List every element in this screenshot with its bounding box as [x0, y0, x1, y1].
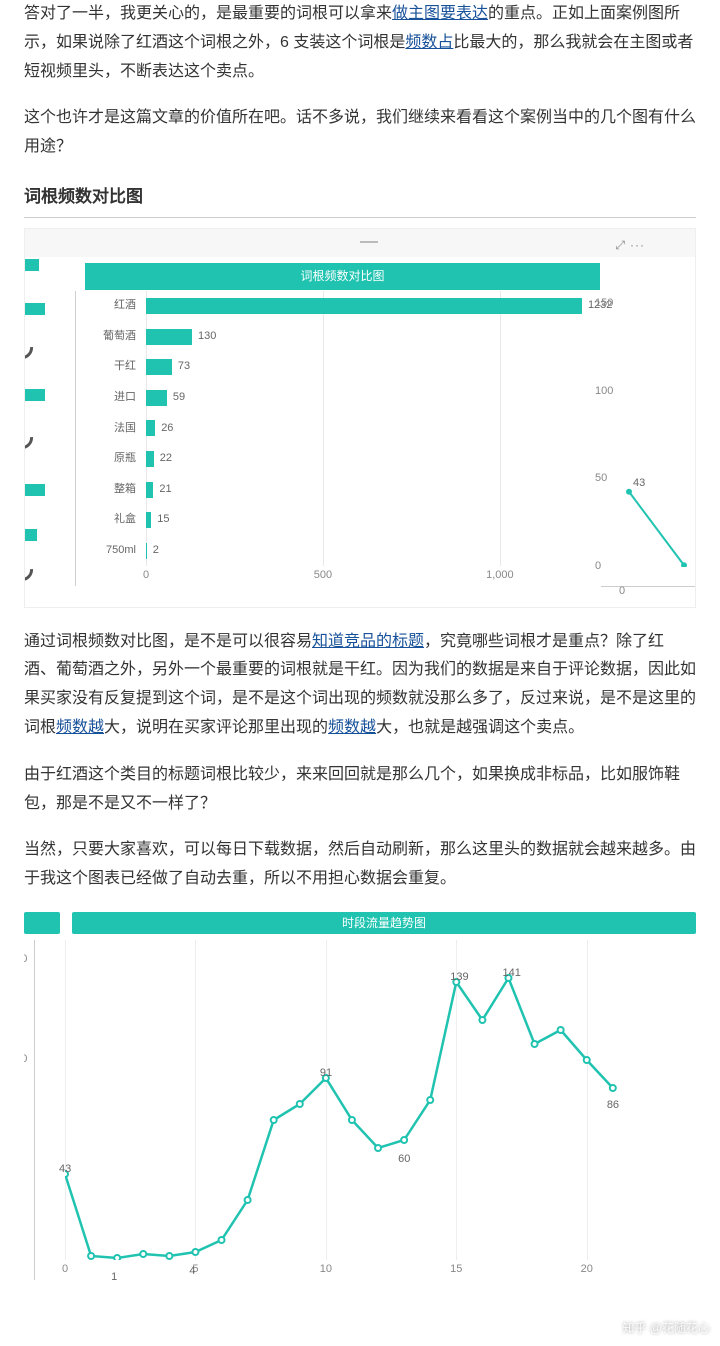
line-chart-area: 050100150051015204314916013914186 [34, 940, 696, 1280]
para-5: 当然，只要大家喜欢，可以每日下载数据，然后自动刷新，那么这里头的数据就会越来越多… [24, 836, 696, 894]
link-freq-more-2[interactable]: 频数越 [328, 719, 376, 736]
right-mini-line: 0501001504310 [601, 287, 696, 587]
bar-row: 整箱21 [146, 482, 172, 498]
chart2-titlebar: 时段流量趋势图 [24, 912, 696, 934]
bar-row: 礼盒15 [146, 512, 170, 528]
bar-row: 干红73 [146, 359, 190, 375]
bar-row: 法国26 [146, 420, 173, 436]
para-3: 通过词根频数对比图，是不是可以很容易知道竞品的标题，究竟哪些词根才是重点？除了红… [24, 628, 696, 743]
chart1-title: 词根频数对比图 [85, 263, 600, 291]
bar-row: 葡萄酒130 [146, 329, 216, 345]
para-4: 由于红酒这个类目的标题词根比较少，来来回回就是那么几个，如果换成非标品，比如服饰… [24, 761, 696, 819]
text: 大，也就是越强调这个卖点。 [376, 719, 584, 736]
drag-handle-icon [360, 241, 378, 243]
title-stub [24, 912, 60, 934]
chart-traffic-trend: 时段流量趋势图 05010015005101520431491601391418… [24, 912, 696, 1302]
left-panel-crop [25, 259, 45, 597]
text: 大，说明在买家评论那里出现的 [104, 719, 328, 736]
bar-row: 进口59 [146, 390, 185, 406]
focus-icon[interactable]: ⤢ [615, 235, 625, 257]
section-title: 词根频数对比图 [24, 182, 696, 218]
text: 通过词根频数对比图，是不是可以很容易 [24, 633, 312, 650]
link-freq-more-1[interactable]: 频数越 [56, 719, 104, 736]
link-main-image[interactable]: 做主图要表达 [392, 5, 488, 22]
bar-row: 原瓶22 [146, 451, 172, 467]
bar-row: 红酒1232 [146, 298, 612, 314]
link-freq-ratio[interactable]: 频数占 [405, 34, 453, 51]
more-icon[interactable]: ··· [630, 235, 645, 257]
watermark: 知乎 @花随花心 [622, 1318, 710, 1340]
svg-text:1: 1 [688, 566, 694, 567]
para-1: 答对了一半，我更关心的，是最重要的词根可以拿来做主图要表达的重点。正如上面案例图… [24, 0, 696, 86]
bar-row: 750ml2 [146, 543, 159, 559]
bar-chart-area: 05001,000红酒1232葡萄酒130干红73进口59法国26原瓶22整箱2… [75, 291, 605, 586]
para-2: 这个也许才是这篇文章的价值所在吧。话不多说，我们继续来看看这个案例当中的几个图有… [24, 104, 696, 162]
chart-toolbar: ⤢ ··· [25, 229, 695, 257]
chart-word-frequency: ⤢ ··· 词根频数对比图 05001,000红酒1232葡萄酒130干红73进… [24, 228, 696, 608]
chart2-title: 时段流量趋势图 [72, 912, 696, 934]
link-know-title[interactable]: 知道竞品的标题 [312, 633, 424, 650]
svg-text:43: 43 [633, 476, 645, 488]
text: 答对了一半，我更关心的，是最重要的词根可以拿来 [24, 5, 392, 22]
